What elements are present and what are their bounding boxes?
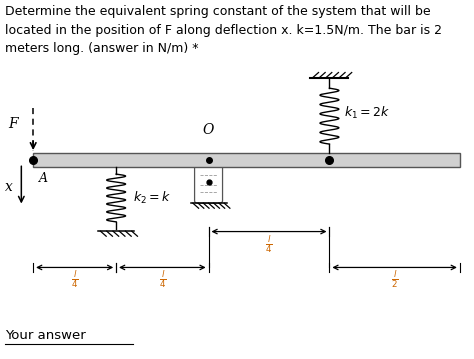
Text: F: F — [8, 117, 18, 131]
Text: $\frac{l}{4}$: $\frac{l}{4}$ — [159, 269, 166, 290]
FancyBboxPatch shape — [33, 153, 460, 167]
Text: Your answer: Your answer — [5, 329, 85, 342]
FancyBboxPatch shape — [194, 164, 222, 203]
Text: O: O — [203, 123, 214, 137]
Text: x: x — [5, 180, 13, 194]
Text: $\frac{l}{4}$: $\frac{l}{4}$ — [71, 269, 78, 290]
Text: A: A — [39, 172, 48, 185]
Text: $\frac{l}{2}$: $\frac{l}{2}$ — [391, 269, 398, 290]
Text: $k_2 = k$: $k_2 = k$ — [133, 190, 171, 206]
Text: $\frac{l}{4}$: $\frac{l}{4}$ — [265, 233, 273, 255]
Text: $k_1 = 2k$: $k_1 = 2k$ — [344, 104, 390, 121]
Text: Determine the equivalent spring constant of the system that will be
located in t: Determine the equivalent spring constant… — [5, 5, 442, 55]
